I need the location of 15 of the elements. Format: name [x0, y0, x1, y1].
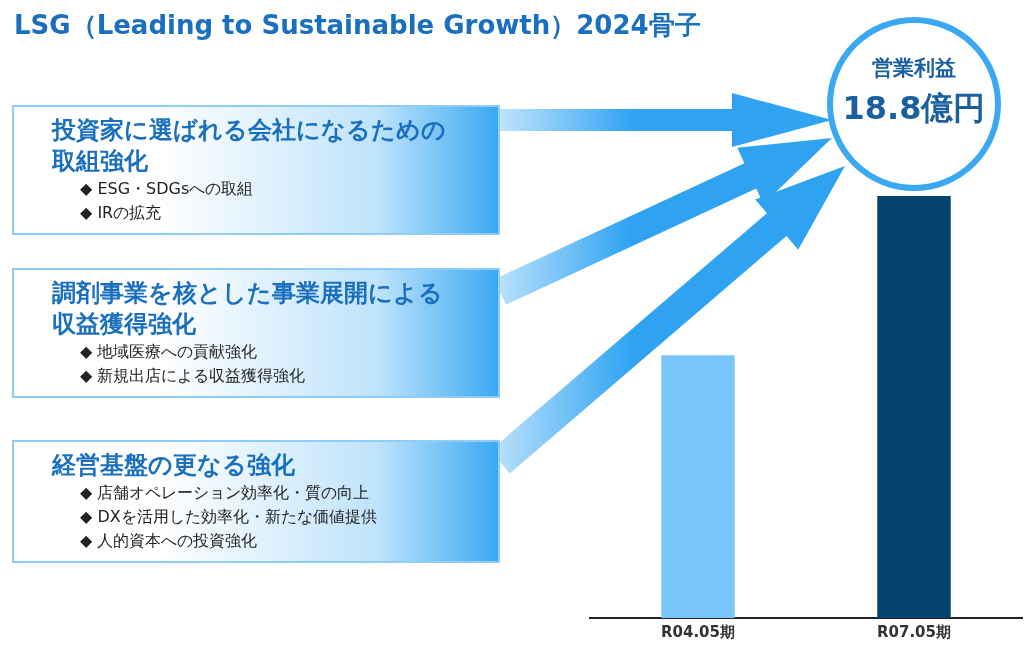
text: ◆ ESG・SDGsへの取組 [80, 178, 255, 201]
text: ◆ 地域医療への貢献強化 [80, 341, 259, 364]
text: ◆ IRの拡充 [80, 202, 163, 225]
text: ◆ 店舗オペレーション効率化・質の向上 [80, 482, 371, 505]
text: 営業利益 [871, 56, 957, 80]
text: 調剤事業を核とした事業展開による収益獲得強化 [52, 278, 444, 341]
text: 経営基盤の更なる強化 [52, 450, 296, 481]
text: ◆ 新規出店による収益獲得強化 [80, 365, 307, 388]
text: ◆ 人的資本への投資強化 [80, 530, 259, 553]
x-tick-label: R07.05期 [877, 622, 951, 641]
text: ◆ DXを活用した効率化・新たな価値提供 [80, 506, 378, 529]
text: LSG（Leading to Sustainable Growth）2024骨子 [14, 9, 701, 42]
x-tick-label: R04.05期 [661, 622, 735, 641]
data-label: 18.8億円 [841, 89, 987, 127]
text: 投資家に選ばれる会社になるための取組強化 [52, 115, 447, 178]
